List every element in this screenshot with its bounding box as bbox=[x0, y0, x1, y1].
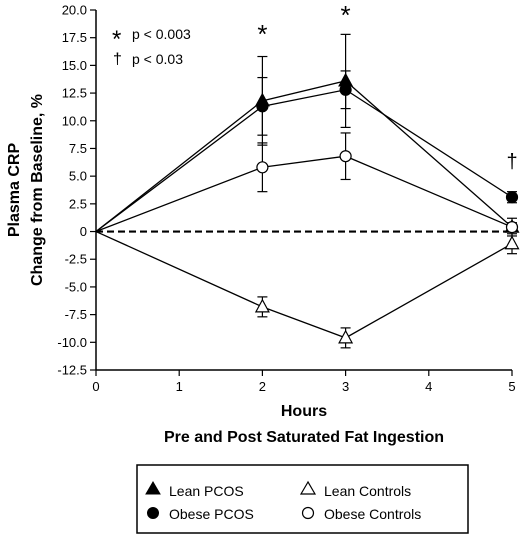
data-point-lean-controls bbox=[254, 298, 270, 313]
series-line-obese-pcos bbox=[95, 89, 513, 233]
x-axis-title: Hours bbox=[281, 403, 327, 420]
significance-marker: † bbox=[506, 151, 517, 173]
legend-label-lean-controls: Lean Controls bbox=[324, 483, 411, 499]
y-tick-label: -2.5 bbox=[65, 252, 87, 267]
x-tick-label: 4 bbox=[425, 379, 432, 394]
y-tick-label: 20.0 bbox=[62, 3, 87, 18]
legend-marker-lean-pcos bbox=[145, 481, 161, 495]
data-point-obese-pcos bbox=[339, 83, 352, 96]
significance-marker: * bbox=[341, 0, 351, 30]
y-tick-label: -5.0 bbox=[65, 279, 87, 294]
significance-key-text: p < 0.03 bbox=[132, 51, 183, 67]
series-line-lean-pcos bbox=[95, 80, 513, 233]
significance-key-symbol: † bbox=[113, 51, 122, 68]
data-point-obese-controls bbox=[339, 150, 352, 163]
y-axis-subtitle: Change from Baseline, % bbox=[29, 94, 46, 286]
y-tick-label: 7.5 bbox=[69, 141, 87, 156]
legend-box bbox=[136, 464, 469, 534]
y-axis-title: Plasma CRP bbox=[6, 143, 23, 238]
data-point-obese-pcos bbox=[505, 191, 519, 204]
x-tick-label: 3 bbox=[342, 379, 349, 394]
legend-label-obese-pcos: Obese PCOS bbox=[169, 506, 254, 522]
legend-label-lean-pcos: Lean PCOS bbox=[169, 483, 244, 499]
x-tick-label: 2 bbox=[259, 379, 266, 394]
significance-marker: * bbox=[257, 19, 267, 49]
legend-label-obese-controls: Obese Controls bbox=[324, 506, 421, 522]
legend-marker-lean-controls bbox=[299, 480, 317, 495]
legend-marker-obese-pcos bbox=[147, 507, 159, 519]
data-point-obese-pcos bbox=[256, 100, 269, 113]
x-axis-subtitle: Pre and Post Saturated Fat Ingestion bbox=[164, 429, 444, 446]
x-tick-label: 1 bbox=[176, 379, 183, 394]
y-tick-label: -10.0 bbox=[57, 335, 87, 350]
plot-area: 20.0 17.5 15.0 12.5 10.0 7.5 5.0 2.5 0 -2.5 -5.0 -7… bbox=[57, 0, 520, 394]
y-tick-label: 12.5 bbox=[62, 86, 87, 101]
y-tick-label: 15.0 bbox=[62, 58, 87, 73]
y-tick-label: 10.0 bbox=[62, 113, 87, 128]
significance-key-text: p < 0.003 bbox=[132, 26, 191, 42]
legend-marker-obese-controls bbox=[301, 506, 315, 520]
y-tick-label: 0 bbox=[80, 224, 87, 239]
y-tick-label: 2.5 bbox=[69, 196, 87, 211]
significance-key: * p < 0.003 † p < 0.03 bbox=[112, 26, 191, 68]
x-tick-label: 5 bbox=[508, 379, 515, 394]
y-tick-label: 5.0 bbox=[69, 169, 87, 184]
x-tick-label: 0 bbox=[92, 379, 99, 394]
data-point-lean-controls bbox=[504, 235, 520, 250]
y-tick-label: -7.5 bbox=[65, 307, 87, 322]
y-tick-label: -12.5 bbox=[57, 363, 87, 378]
legend: Lean PCOS Lean Controls Obese PCOS Obese… bbox=[136, 464, 469, 534]
series-line-lean-controls bbox=[95, 230, 513, 339]
data-point-obese-controls bbox=[256, 161, 269, 174]
y-tick-label: 17.5 bbox=[62, 30, 87, 45]
series-line-obese-controls bbox=[95, 155, 513, 233]
significance-key-symbol: * bbox=[112, 26, 121, 53]
data-point-lean-controls bbox=[338, 329, 354, 344]
data-point-obese-controls bbox=[505, 221, 519, 234]
